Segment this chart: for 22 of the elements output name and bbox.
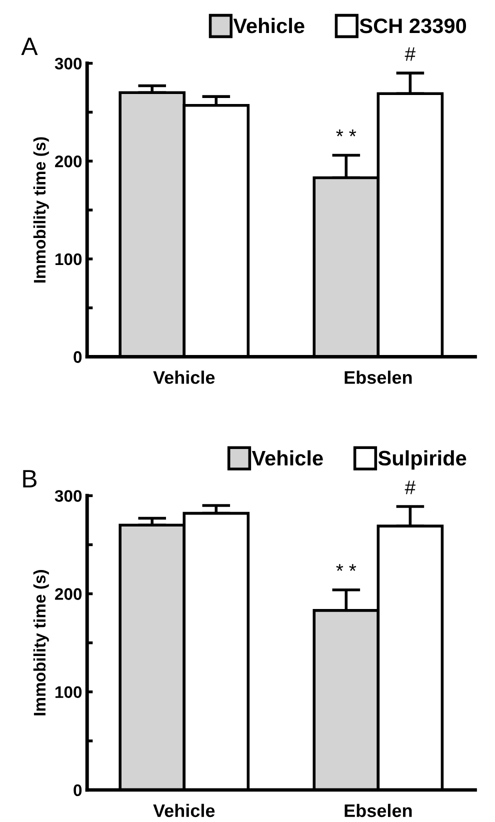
y-tick-label: 300	[54, 490, 82, 502]
x-tick-label: Ebselen	[344, 804, 412, 818]
y-tick-label: 100	[56, 686, 82, 698]
y-axis-title: Immobility time (s)	[33, 570, 49, 716]
legend-label: Sulpiride	[378, 450, 466, 470]
y-tick-label: 300	[54, 58, 82, 70]
legend-label: Vehicle	[233, 18, 304, 34]
y-tick-label: 200	[55, 588, 82, 600]
y-tick-label: 0	[74, 351, 82, 363]
annotation: * *	[336, 564, 356, 571]
chart-title: B	[23, 470, 36, 488]
y-tick-label: 100	[56, 253, 82, 266]
y-tick-label: 0	[74, 784, 82, 796]
annotation: * *	[336, 130, 356, 136]
legend-label: SCH 23390	[360, 18, 466, 34]
annotation: #	[404, 47, 416, 61]
chart-title: A	[21, 38, 38, 55]
annotation: #	[404, 480, 416, 494]
y-tick-label: 200	[55, 156, 82, 168]
y-axis-title: Immobility time (s)	[33, 137, 49, 283]
x-tick-label: Ebselen	[344, 370, 412, 384]
legend-label: Vehicle	[252, 450, 323, 466]
